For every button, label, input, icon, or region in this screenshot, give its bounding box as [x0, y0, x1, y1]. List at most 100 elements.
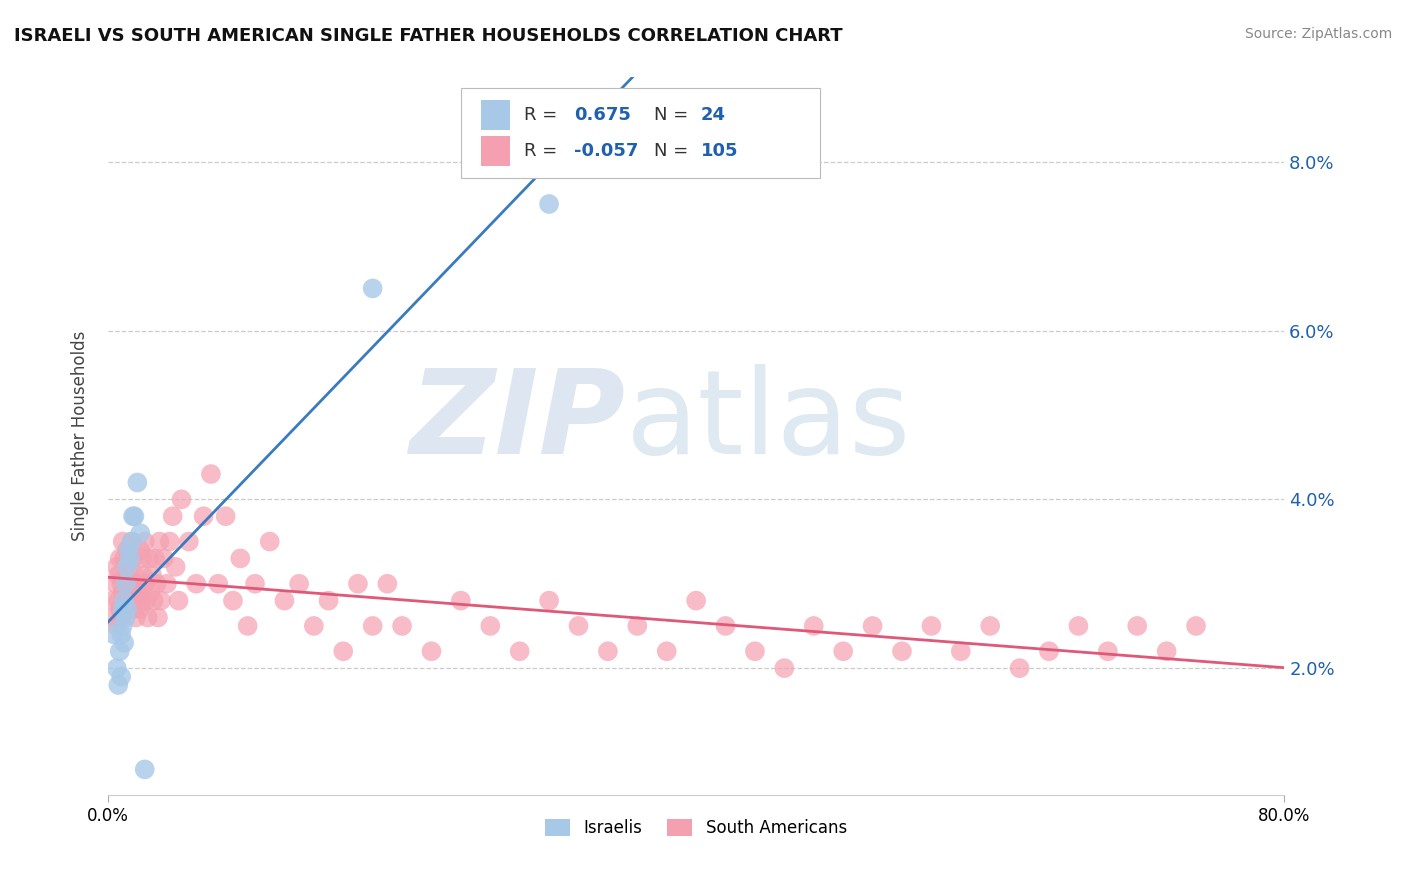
Point: [107, 568, 129, 582]
Point: [134, 534, 156, 549]
Text: Source: ZipAtlas.com: Source: ZipAtlas.com: [1244, 27, 1392, 41]
Point: [112, 551, 135, 566]
Point: [1156, 644, 1178, 658]
Point: [125, 576, 148, 591]
Point: [132, 568, 155, 582]
Point: [118, 593, 141, 607]
Point: [979, 619, 1001, 633]
Point: [110, 610, 132, 624]
Point: [361, 619, 384, 633]
Point: [420, 644, 443, 658]
Point: [391, 619, 413, 633]
Point: [714, 619, 737, 633]
Point: [108, 551, 131, 566]
Point: [129, 602, 152, 616]
Text: 105: 105: [700, 142, 738, 161]
Point: [318, 593, 340, 607]
Point: [115, 602, 138, 616]
Point: [803, 619, 825, 633]
Point: [149, 593, 172, 607]
Point: [862, 619, 884, 633]
Point: [108, 644, 131, 658]
Point: [114, 593, 136, 607]
Point: [136, 610, 159, 624]
Point: [214, 509, 236, 524]
Point: [920, 619, 942, 633]
Point: [110, 627, 132, 641]
Point: [122, 551, 145, 566]
Point: [148, 534, 170, 549]
Point: [122, 509, 145, 524]
Text: atlas: atlas: [626, 364, 911, 479]
Point: [193, 509, 215, 524]
Point: [170, 492, 193, 507]
Point: [153, 551, 176, 566]
Point: [302, 619, 325, 633]
Point: [1097, 644, 1119, 658]
Point: [145, 576, 167, 591]
Point: [744, 644, 766, 658]
Point: [538, 593, 561, 607]
Point: [229, 551, 252, 566]
Point: [159, 534, 181, 549]
Point: [832, 644, 855, 658]
Point: [121, 585, 143, 599]
Point: [146, 610, 169, 624]
Point: [177, 534, 200, 549]
Text: R =: R =: [524, 142, 558, 161]
Point: [142, 593, 165, 607]
Point: [104, 576, 127, 591]
Point: [332, 644, 354, 658]
Point: [118, 551, 141, 566]
Point: [105, 560, 128, 574]
FancyBboxPatch shape: [461, 88, 820, 178]
Point: [143, 551, 166, 566]
Point: [117, 602, 139, 616]
Point: [162, 509, 184, 524]
Point: [114, 576, 136, 591]
Point: [114, 568, 136, 582]
Point: [156, 576, 179, 591]
Point: [103, 627, 125, 641]
Point: [139, 585, 162, 599]
Point: [108, 602, 131, 616]
Text: N =: N =: [654, 106, 688, 124]
Point: [361, 281, 384, 295]
Point: [127, 475, 149, 490]
Point: [273, 593, 295, 607]
Point: [134, 576, 156, 591]
Point: [118, 551, 141, 566]
Point: [124, 568, 146, 582]
Point: [105, 661, 128, 675]
Point: [125, 610, 148, 624]
Text: ISRAELI VS SOUTH AMERICAN SINGLE FATHER HOUSEHOLDS CORRELATION CHART: ISRAELI VS SOUTH AMERICAN SINGLE FATHER …: [14, 27, 842, 45]
Point: [377, 576, 399, 591]
Legend: Israelis, South Americans: Israelis, South Americans: [538, 813, 853, 844]
Point: [538, 197, 561, 211]
Point: [567, 619, 589, 633]
Point: [103, 610, 125, 624]
Point: [655, 644, 678, 658]
Point: [110, 669, 132, 683]
Point: [1126, 619, 1149, 633]
Point: [1008, 661, 1031, 675]
Point: [891, 644, 914, 658]
Point: [105, 619, 128, 633]
Point: [243, 576, 266, 591]
Text: 24: 24: [700, 106, 725, 124]
Point: [135, 593, 157, 607]
Point: [107, 678, 129, 692]
Point: [236, 619, 259, 633]
Point: [450, 593, 472, 607]
Point: [117, 543, 139, 558]
Point: [121, 534, 143, 549]
Point: [288, 576, 311, 591]
Point: [111, 602, 134, 616]
Point: [112, 636, 135, 650]
Point: [110, 576, 132, 591]
Point: [129, 526, 152, 541]
Point: [1067, 619, 1090, 633]
Y-axis label: Single Father Households: Single Father Households: [72, 331, 89, 541]
Point: [115, 576, 138, 591]
Point: [129, 543, 152, 558]
